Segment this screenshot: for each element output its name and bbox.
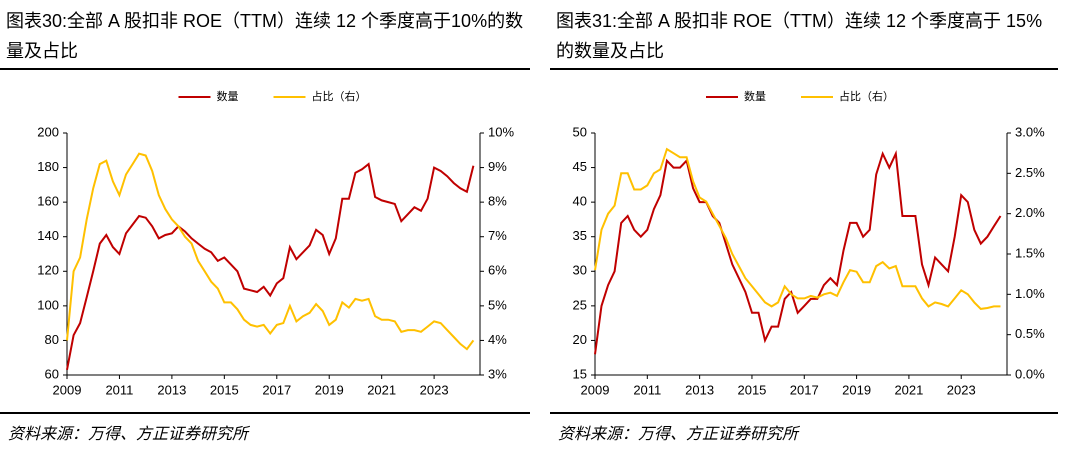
- y-tick-label: 20: [573, 332, 587, 347]
- y2-tick-label: 1.5%: [1015, 245, 1045, 260]
- series-line: [66, 152, 475, 351]
- y-tick-label: 180: [37, 159, 59, 174]
- y-tick-label: 15: [573, 366, 587, 381]
- x-tick-label: 2009: [581, 382, 610, 397]
- y2-tick-label: 2.5%: [1015, 165, 1045, 180]
- x-tick-label: 2023: [420, 382, 449, 397]
- y-tick-label: 40: [573, 194, 587, 209]
- x-tick-label: 2017: [790, 382, 819, 397]
- y-tick-label: 25: [573, 297, 587, 312]
- y2-tick-label: 0.5%: [1015, 326, 1045, 341]
- chart: 60 80 100 120 140 160 180 200 3% 4% 5% 6% 7% 8% 9% 10% 2…: [37, 89, 514, 398]
- y-tick-label: 45: [573, 159, 587, 174]
- y-tick-label: 160: [37, 194, 59, 209]
- legend-label: 占比（右）: [839, 89, 894, 103]
- y2-tick-label: 2.0%: [1015, 205, 1045, 220]
- y2-tick-label: 7%: [488, 228, 507, 243]
- source: 资料来源：万得、方正证券研究所: [558, 426, 799, 443]
- x-tick-label: 2021: [367, 382, 396, 397]
- rule: [550, 412, 1058, 414]
- y-tick-label: 60: [45, 366, 59, 381]
- y2-tick-label: 3.0%: [1015, 124, 1045, 139]
- legend-label: 占比（右）: [312, 89, 367, 103]
- y2-tick-label: 8%: [488, 194, 507, 209]
- chart-panel: 图表31:全部 A 股扣非 ROE（TTM）连续 12 个季度高于 15%的数量…: [550, 0, 1058, 451]
- y-tick-label: 35: [573, 228, 587, 243]
- series-line: [66, 162, 475, 370]
- y2-tick-label: 4%: [488, 332, 507, 347]
- x-tick-label: 2011: [105, 382, 133, 397]
- x-tick-label: 2019: [842, 382, 871, 397]
- source: 资料来源：万得、方正证券研究所: [8, 426, 249, 443]
- y-tick-label: 120: [37, 263, 59, 278]
- y-tick-label: 100: [37, 297, 59, 312]
- chart-panel: 图表30:全部 A 股扣非 ROE（TTM）连续 12 个季度高于10%的数量及…: [0, 0, 530, 451]
- y-tick-label: 80: [45, 332, 59, 347]
- y-tick-label: 140: [37, 228, 59, 243]
- y2-tick-label: 1.0%: [1015, 286, 1045, 301]
- x-tick-label: 2015: [737, 382, 766, 397]
- x-tick-label: 2015: [210, 382, 239, 397]
- chart: 15 20 25 30 35 40 45 50 0.0% 0.5% 1.0% 1.5% 2.0% 2.5%…: [573, 89, 1046, 398]
- rule: [0, 68, 530, 70]
- x-tick-label: 2013: [685, 382, 714, 397]
- x-tick-label: 2023: [947, 382, 976, 397]
- y2-tick-label: 0.0%: [1015, 366, 1045, 381]
- y-tick-label: 50: [573, 124, 587, 139]
- legend-label: 数量: [217, 90, 239, 103]
- x-tick-label: 2009: [53, 382, 82, 397]
- chart-title: 图表31:全部 A 股扣非 ROE（TTM）连续 12 个季度高于 15%的数量…: [556, 11, 1043, 61]
- series-line: [594, 150, 1002, 355]
- y2-tick-label: 3%: [488, 366, 507, 381]
- x-tick-label: 2021: [894, 382, 923, 397]
- y2-tick-label: 9%: [488, 159, 507, 174]
- y-tick-label: 200: [37, 124, 59, 139]
- y2-tick-label: 6%: [488, 263, 507, 278]
- y-tick-label: 30: [573, 263, 587, 278]
- x-tick-label: 2011: [633, 382, 661, 397]
- y2-tick-label: 5%: [488, 297, 507, 312]
- rule: [550, 68, 1058, 70]
- x-tick-label: 2017: [262, 382, 291, 397]
- legend-label: 数量: [744, 90, 766, 103]
- y2-tick-label: 10%: [488, 124, 514, 139]
- x-tick-label: 2019: [315, 382, 344, 397]
- chart-title: 图表30:全部 A 股扣非 ROE（TTM）连续 12 个季度高于10%的数量及…: [6, 11, 524, 61]
- x-tick-label: 2013: [157, 382, 186, 397]
- series-line: [594, 147, 1001, 310]
- rule: [0, 412, 530, 414]
